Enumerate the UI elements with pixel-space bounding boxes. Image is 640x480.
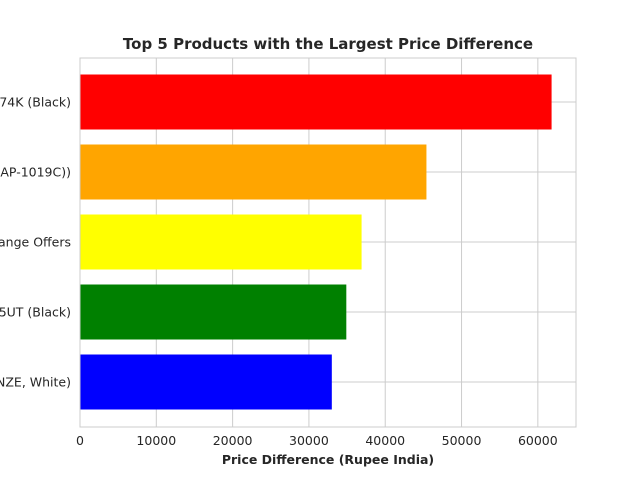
x-tick-label: 0 bbox=[76, 433, 84, 448]
x-tick-label: 10000 bbox=[136, 433, 176, 448]
chart-title: Top 5 Products with the Largest Price Di… bbox=[123, 35, 533, 53]
bar-4 bbox=[80, 284, 347, 340]
bar-3 bbox=[80, 214, 362, 270]
x-tick-label: 20000 bbox=[213, 433, 253, 448]
y-category-labels: 74K (Black) AP-1019C)) ange Offers 5UT (Bla… bbox=[0, 95, 71, 390]
x-tick-label: 60000 bbox=[518, 433, 558, 448]
category-label: 5UT (Black) bbox=[0, 305, 71, 320]
bars bbox=[80, 74, 552, 410]
bar-1 bbox=[80, 74, 552, 130]
category-label: NZE, White) bbox=[0, 375, 71, 390]
bar-5 bbox=[80, 354, 332, 410]
x-tick-label: 30000 bbox=[289, 433, 329, 448]
x-tick-label: 50000 bbox=[442, 433, 482, 448]
x-tick-labels: 0 10000 20000 30000 40000 50000 60000 bbox=[76, 433, 558, 448]
category-label: AP-1019C)) bbox=[0, 165, 71, 180]
x-axis-label: Price Difference (Rupee India) bbox=[222, 452, 434, 467]
bar-2 bbox=[80, 144, 427, 200]
category-label: 74K (Black) bbox=[0, 95, 71, 110]
x-tick-label: 40000 bbox=[365, 433, 405, 448]
plot-frame bbox=[79, 57, 577, 428]
category-label: ange Offers bbox=[0, 235, 71, 250]
